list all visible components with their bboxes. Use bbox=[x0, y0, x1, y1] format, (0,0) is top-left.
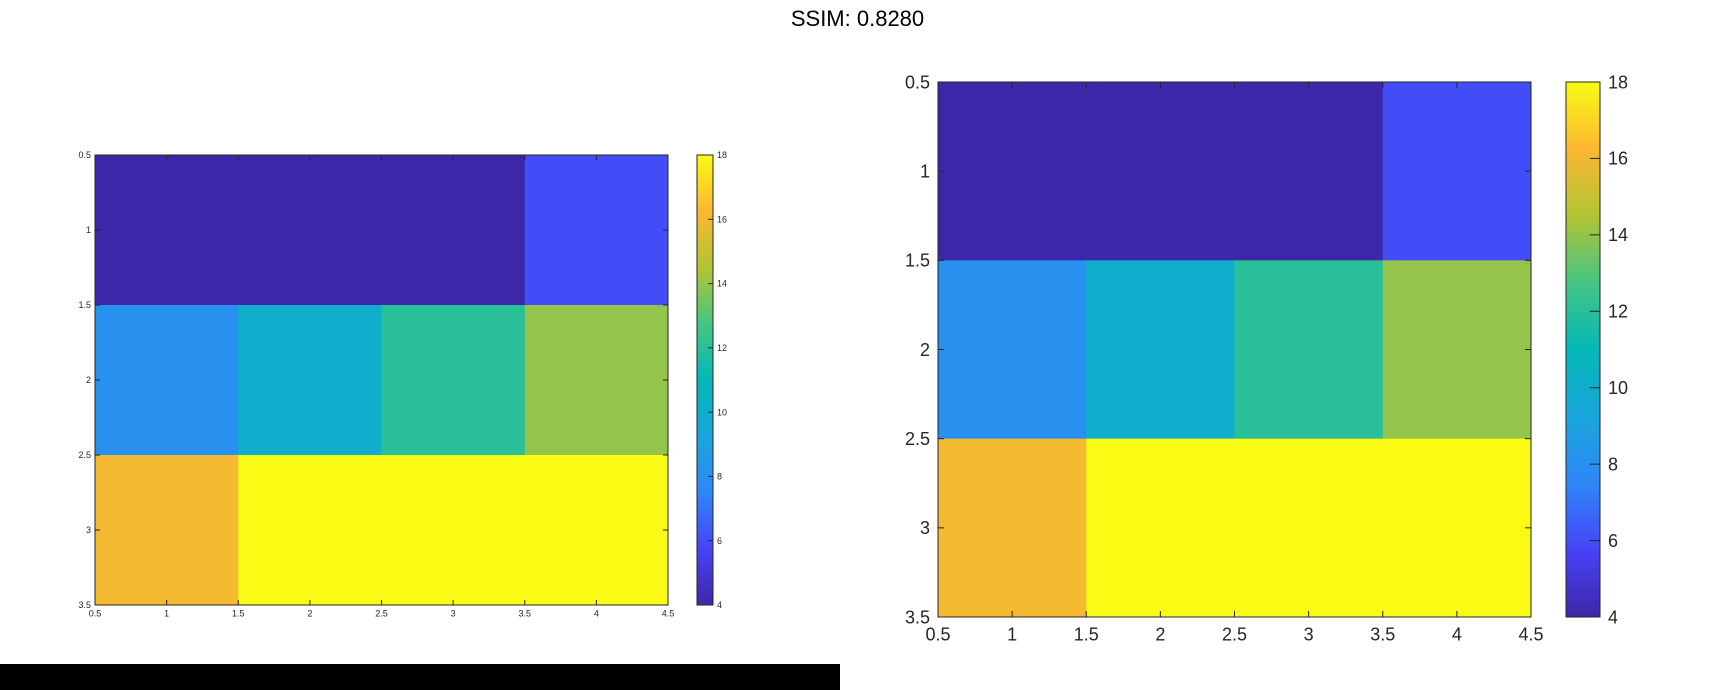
right-x-tick-label: 2 bbox=[1155, 624, 1165, 644]
right-colorbar-tick-label: 6 bbox=[1608, 531, 1618, 551]
right-heatmap-cell-r2-c2 bbox=[1086, 260, 1235, 440]
left-colorbar-tick-label: 10 bbox=[717, 407, 727, 417]
right-heatmap-cell-r3-c1 bbox=[938, 438, 1087, 618]
right-heatmap-cell-r3-c2 bbox=[1086, 438, 1235, 618]
left-y-tick-label: 2.5 bbox=[78, 450, 91, 460]
left-y-tick-label: 2 bbox=[86, 375, 91, 385]
left-heatmap-cell-r2-c3 bbox=[381, 305, 526, 456]
left-x-tick-label: 2.5 bbox=[375, 609, 388, 619]
right-heatmap-cell-r3-c4 bbox=[1382, 438, 1532, 618]
left-x-tick-label: 3.5 bbox=[518, 609, 531, 619]
left-x-tick-label: 1 bbox=[164, 609, 169, 619]
left-colorbar-tick-label: 16 bbox=[717, 214, 727, 224]
right-colorbar-tick-label: 4 bbox=[1608, 607, 1618, 627]
right-y-tick-label: 0.5 bbox=[905, 72, 930, 92]
right-heatmap-cell-r1-c2 bbox=[1086, 82, 1235, 261]
right-heatmap-cell-r3-c3 bbox=[1234, 438, 1384, 618]
right-x-tick-label: 2.5 bbox=[1222, 624, 1247, 644]
right-heatmap: 0.5 1 1.5 2 2.5 3 3.5 4 4.5 0.5 1 1.5 2 2.5 3 3.5 4 6 8 10 1… bbox=[905, 72, 1628, 644]
right-heatmap-cell-r1-c3 bbox=[1234, 82, 1384, 261]
right-colorbar-tick-label: 14 bbox=[1608, 225, 1628, 245]
right-y-tick-label: 3 bbox=[920, 518, 930, 538]
right-x-tick-label: 1 bbox=[1007, 624, 1017, 644]
left-colorbar-tick-label: 8 bbox=[717, 472, 722, 482]
right-colorbar-tick-label: 8 bbox=[1608, 454, 1618, 474]
right-y-tick-label: 1 bbox=[920, 161, 930, 181]
right-heatmap-cell-r2-c1 bbox=[938, 260, 1087, 440]
left-y-tick-label: 3 bbox=[86, 525, 91, 535]
left-x-tick-label: 4 bbox=[594, 609, 599, 619]
left-y-tick-label: 3.5 bbox=[78, 600, 91, 610]
left-y-tick-label: 0.5 bbox=[78, 150, 91, 160]
left-heatmap-cell-r2-c2 bbox=[238, 305, 382, 456]
right-x-tick-label: 1.5 bbox=[1074, 624, 1099, 644]
left-heatmap-cell-r2-c1 bbox=[95, 305, 239, 456]
left-colorbar-tick-label: 6 bbox=[717, 536, 722, 546]
right-x-tick-label: 3.5 bbox=[1370, 624, 1395, 644]
left-heatmap-cell-r3-c1 bbox=[95, 455, 239, 606]
left-heatmap-cell-r3-c3 bbox=[381, 455, 526, 606]
right-x-tick-label: 4.5 bbox=[1518, 624, 1543, 644]
right-y-tick-label: 2.5 bbox=[905, 429, 930, 449]
left-y-tick-label: 1.5 bbox=[78, 300, 91, 310]
right-colorbar-tick-label: 18 bbox=[1608, 72, 1628, 92]
right-y-tick-label: 1.5 bbox=[905, 251, 930, 271]
left-y-tick-label: 1 bbox=[86, 225, 91, 235]
left-colorbar-tick-label: 12 bbox=[717, 343, 727, 353]
left-colorbar bbox=[696, 154, 714, 606]
right-colorbar bbox=[1565, 81, 1601, 618]
left-x-tick-label: 4.5 bbox=[662, 609, 675, 619]
left-heatmap-cell-r3-c4 bbox=[524, 455, 669, 606]
right-heatmap-cell-r1-c1 bbox=[938, 82, 1087, 261]
left-colorbar-tick-label: 18 bbox=[717, 150, 727, 160]
left-x-tick-label: 2 bbox=[307, 609, 312, 619]
figure-title: SSIM: 0.8280 bbox=[790, 6, 925, 31]
left-heatmap-cell-r1-c1 bbox=[95, 155, 239, 306]
right-x-tick-label: 3 bbox=[1304, 624, 1314, 644]
right-heatmap-cell-r2-c3 bbox=[1234, 260, 1384, 440]
right-x-tick-label: 4 bbox=[1452, 624, 1462, 644]
bottom-black-bar bbox=[0, 664, 840, 690]
right-y-tick-label: 2 bbox=[920, 340, 930, 360]
right-heatmap-cell-r2-c4 bbox=[1382, 260, 1532, 440]
right-colorbar-tick-label: 10 bbox=[1608, 378, 1628, 398]
left-heatmap-cell-r3-c2 bbox=[238, 455, 382, 606]
left-heatmap-cell-r1-c3 bbox=[381, 155, 526, 306]
left-heatmap-cell-r2-c4 bbox=[524, 305, 669, 456]
right-x-tick-label: 0.5 bbox=[925, 624, 950, 644]
right-colorbar-tick-label: 16 bbox=[1608, 149, 1628, 169]
left-heatmap-cell-r1-c4 bbox=[524, 155, 669, 306]
left-x-tick-label: 1.5 bbox=[232, 609, 245, 619]
left-x-tick-label: 3 bbox=[451, 609, 456, 619]
left-heatmap: 0.5 1 1.5 2 2.5 3 3.5 4 4.5 0.5 1 1.5 2 2.5 3 3.5 4 6 8 10 1… bbox=[78, 150, 727, 619]
left-x-tick-label: 0.5 bbox=[89, 609, 102, 619]
right-heatmap-cell-r1-c4 bbox=[1382, 82, 1532, 261]
left-colorbar-tick-label: 4 bbox=[717, 600, 722, 610]
left-heatmap-cell-r1-c2 bbox=[238, 155, 382, 306]
right-colorbar-tick-label: 12 bbox=[1608, 302, 1628, 322]
right-y-tick-label: 3.5 bbox=[905, 607, 930, 627]
left-colorbar-tick-label: 14 bbox=[717, 279, 727, 289]
